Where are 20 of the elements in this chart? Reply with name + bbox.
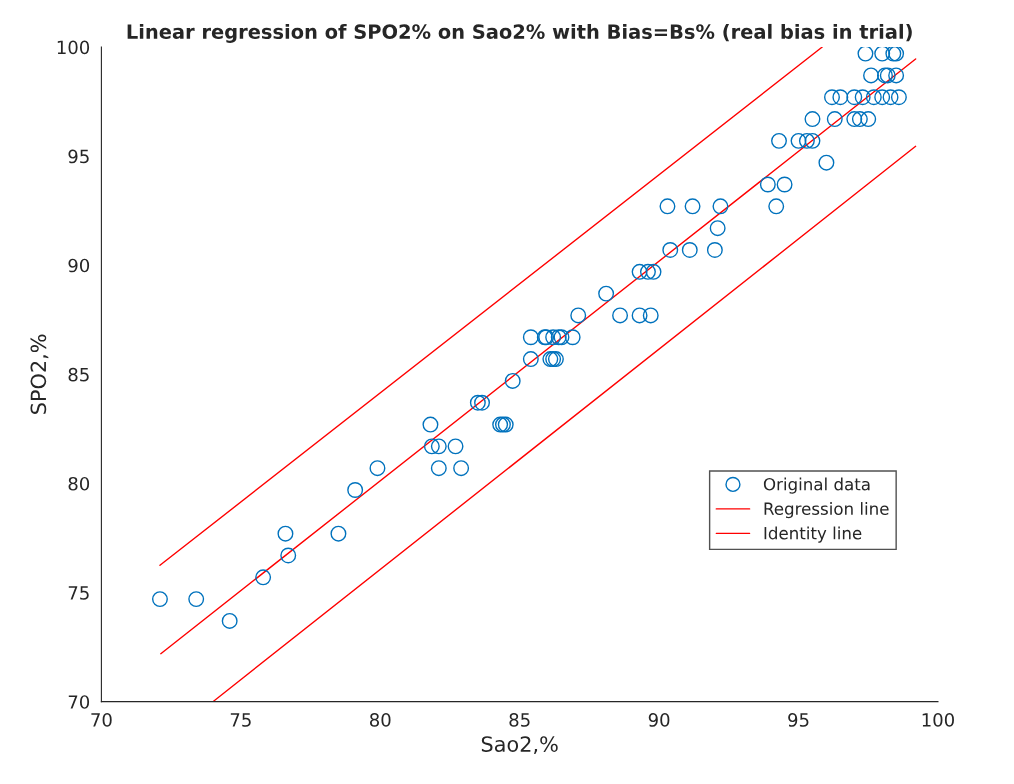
x-axis-title: Sao2,% <box>481 736 558 755</box>
y-tick-label: 100 <box>57 40 90 55</box>
chart-title: Linear regression of SPO2% on Sao2% with Bias=Bs% (real bias in trial) <box>127 23 912 43</box>
y-tick-label: 90 <box>68 258 90 273</box>
x-tick-label: 70 <box>91 713 112 727</box>
legend-label: Original data <box>763 477 870 494</box>
x-tick-label: 100 <box>922 713 954 727</box>
x-tick-label: 75 <box>230 713 251 727</box>
x-tick-label: 90 <box>648 713 670 727</box>
x-tick-label: 80 <box>369 713 391 727</box>
legend-label: Regression line <box>764 502 889 519</box>
y-axis-title: SPO2,% <box>30 334 49 414</box>
x-tick-label: 85 <box>509 713 530 727</box>
y-tick-label: 85 <box>68 367 89 382</box>
x-tick-label: 95 <box>788 713 809 727</box>
legend-label: Identity line <box>764 526 862 543</box>
y-tick-label: 70 <box>68 695 90 709</box>
y-tick-label: 95 <box>68 149 89 164</box>
y-tick-label: 80 <box>68 476 90 491</box>
y-tick-label: 75 <box>68 586 89 600</box>
